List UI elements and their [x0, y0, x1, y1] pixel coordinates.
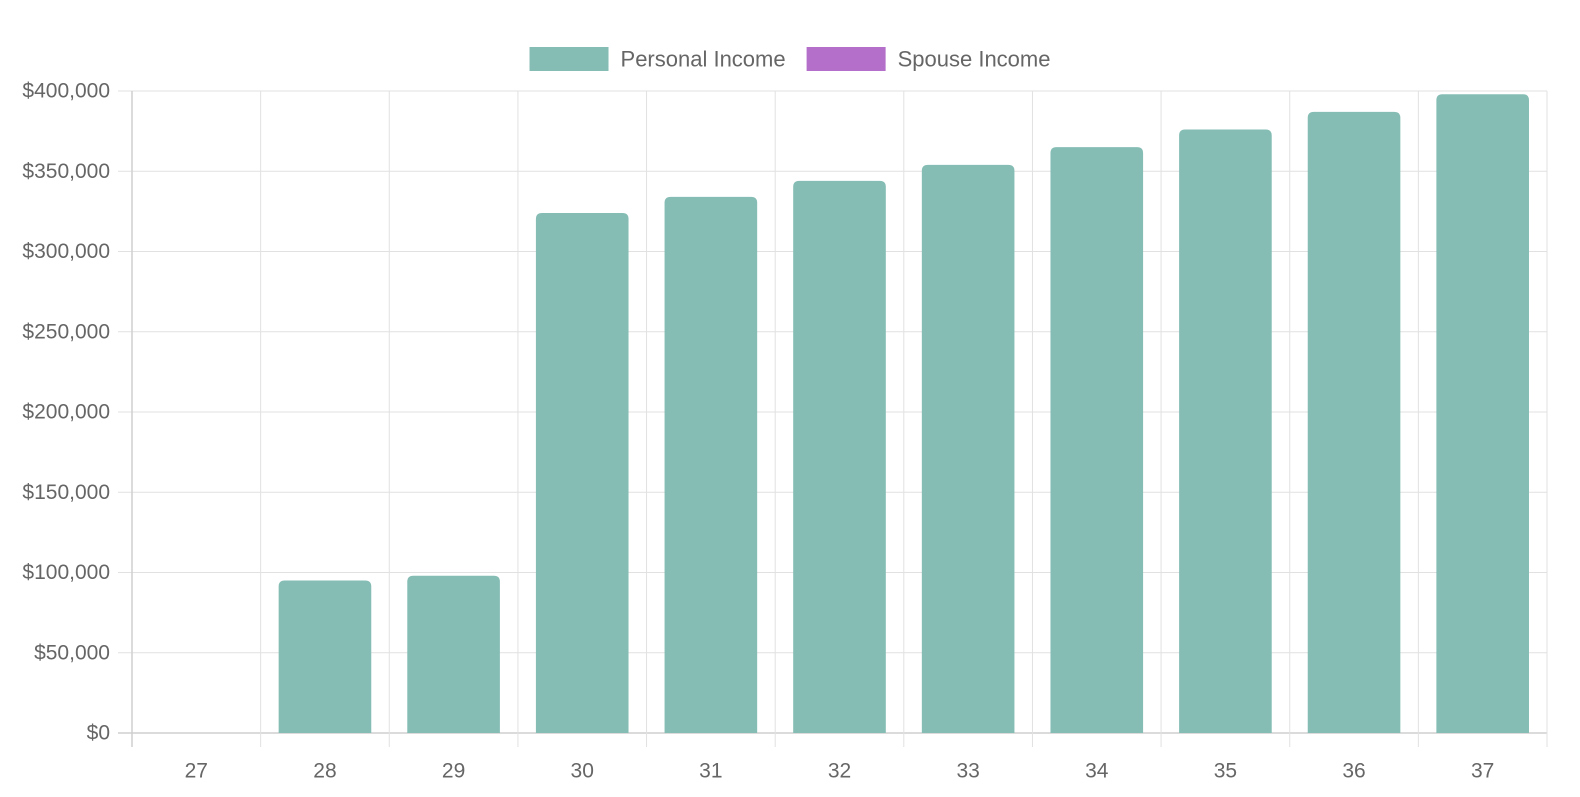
x-tick-label: 33 — [956, 760, 979, 783]
bar-personal-income — [535, 212, 629, 734]
x-tick-label: 27 — [185, 760, 208, 783]
bar-personal-income — [1436, 94, 1529, 733]
bar-personal-income — [664, 196, 758, 733]
bar-personal-income — [407, 575, 500, 733]
bar-personal-income — [793, 180, 886, 733]
y-tick-label: $100,000 — [22, 561, 110, 584]
bar-personal-income — [1307, 111, 1401, 734]
y-tick-label: $250,000 — [22, 320, 110, 343]
x-tick-label: 32 — [828, 760, 851, 783]
legend-label: Personal Income — [621, 47, 786, 72]
legend-swatch — [806, 47, 886, 71]
x-tick-label: 34 — [1085, 760, 1109, 783]
x-tick-label: 28 — [313, 760, 336, 783]
x-tick-label: 36 — [1342, 760, 1365, 783]
x-tick-label: 30 — [571, 760, 594, 783]
legend: Personal Income Spouse Income — [529, 47, 1051, 72]
y-tick-label: $200,000 — [22, 401, 110, 424]
y-tick-label: $300,000 — [22, 240, 110, 263]
axes: $0 $50,000 $100,000 $150,000 $200,000 $250,00… — [22, 80, 1494, 783]
y-tick-label: $400,000 — [22, 80, 110, 103]
bar-personal-income — [921, 164, 1015, 733]
bar-personal-income — [1050, 147, 1144, 734]
bars — [278, 94, 1529, 734]
x-tick-label: 29 — [442, 760, 465, 783]
legend-swatch — [529, 47, 609, 71]
legend-label: Spouse Income — [898, 47, 1051, 72]
x-tick-label: 35 — [1214, 760, 1237, 783]
y-tick-label: $0 — [87, 722, 110, 745]
x-tick-label: 37 — [1471, 760, 1494, 783]
y-tick-label: $50,000 — [34, 641, 110, 664]
bar-personal-income — [278, 580, 372, 733]
y-tick-label: $150,000 — [22, 481, 110, 504]
y-tick-label: $350,000 — [22, 160, 110, 183]
x-tick-label: 31 — [699, 760, 722, 783]
bar-personal-income — [1179, 129, 1272, 733]
